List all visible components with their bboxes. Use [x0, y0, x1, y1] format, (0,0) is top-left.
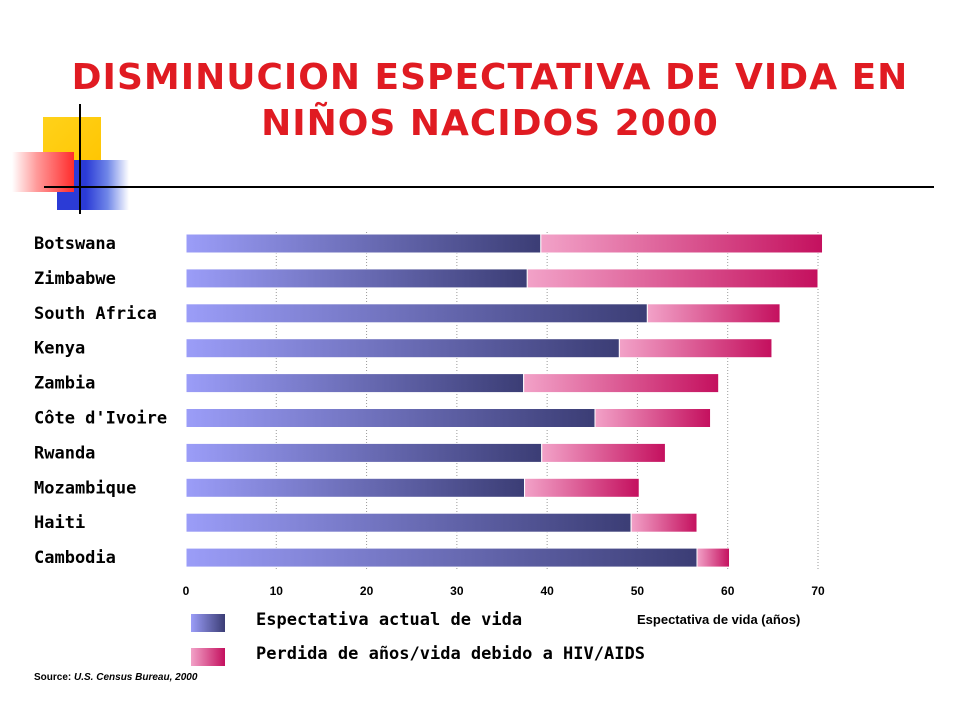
x-axis: 0 10 20 30 40 50 60 70	[183, 584, 825, 598]
bar-loss-rwanda	[541, 442, 666, 463]
title-line-2: NIÑOS NACIDOS 2000	[261, 103, 719, 144]
x-tick-label-10: 10	[270, 584, 284, 598]
country-label-cambodia: Cambodia	[34, 548, 116, 568]
bar-actual-mozambique	[185, 477, 526, 498]
source-text: U.S. Census Bureau, 2000	[74, 672, 198, 683]
bar-loss-mozambique	[524, 477, 640, 498]
bar-loss-cambodia	[696, 547, 731, 568]
x-tick-label-40: 40	[540, 584, 554, 598]
x-axis-label: Espectativa de vida (años)	[637, 612, 801, 627]
x-tick-label-0: 0	[183, 584, 190, 598]
bar-actual-south-africa	[185, 303, 648, 324]
country-label-c-te-d-ivoire: Côte d'Ivoire	[34, 409, 167, 429]
x-tick-label-20: 20	[360, 584, 374, 598]
country-labels: Botswana Zimbabwe South Africa Kenya Zambia C…	[34, 234, 167, 568]
x-tick-label-60: 60	[721, 584, 735, 598]
legend-swatch-actual	[191, 614, 225, 632]
bar-actual-kenya	[185, 338, 620, 359]
bar-actual-rwanda	[185, 442, 543, 463]
bar-loss-zimbabwe	[526, 268, 819, 289]
x-tick-label-50: 50	[631, 584, 645, 598]
x-tick-label-70: 70	[811, 584, 825, 598]
country-label-rwanda: Rwanda	[34, 443, 95, 463]
country-label-haiti: Haiti	[34, 513, 85, 533]
country-label-zambia: Zambia	[34, 374, 95, 394]
country-label-south-africa: South Africa	[34, 304, 157, 324]
bar-actual-c-te-d-ivoire	[185, 408, 596, 428]
legend-swatch-loss	[191, 648, 225, 666]
bar-actual-zambia	[185, 373, 525, 394]
bar-actual-botswana	[185, 233, 542, 254]
country-label-botswana: Botswana	[34, 234, 116, 254]
bar-loss-zambia	[523, 373, 720, 394]
legend-label-loss: Perdida de años/vida debido a HIV/AIDS	[256, 644, 645, 664]
bar-loss-south-africa	[646, 303, 781, 324]
bar-actual-zimbabwe	[185, 268, 528, 289]
grid-lines	[275, 232, 819, 570]
country-label-zimbabwe: Zimbabwe	[34, 269, 116, 289]
bar-loss-haiti	[630, 512, 698, 533]
source-note: Source: U.S. Census Bureau, 2000	[34, 672, 197, 683]
page-title: DISMINUCION ESPECTATIVA DE VIDA EN NIÑOS…	[40, 55, 940, 147]
source-prefix: Source:	[34, 672, 72, 683]
legend-label-actual: Espectativa actual de vida	[256, 610, 523, 630]
bar-actual-cambodia	[185, 547, 698, 568]
title-line-1: DISMINUCION ESPECTATIVA DE VIDA EN	[71, 57, 909, 98]
bars	[185, 233, 824, 568]
deco-red-square	[12, 152, 74, 192]
bar-loss-kenya	[618, 338, 773, 359]
bar-loss-botswana	[540, 233, 824, 254]
deco-vertical-line	[79, 104, 81, 214]
deco-horizontal-line	[44, 186, 934, 188]
country-label-kenya: Kenya	[34, 339, 85, 359]
bar-actual-haiti	[185, 512, 632, 533]
country-label-mozambique: Mozambique	[34, 478, 136, 498]
x-tick-label-30: 30	[450, 584, 464, 598]
bar-loss-c-te-d-ivoire	[594, 408, 712, 428]
